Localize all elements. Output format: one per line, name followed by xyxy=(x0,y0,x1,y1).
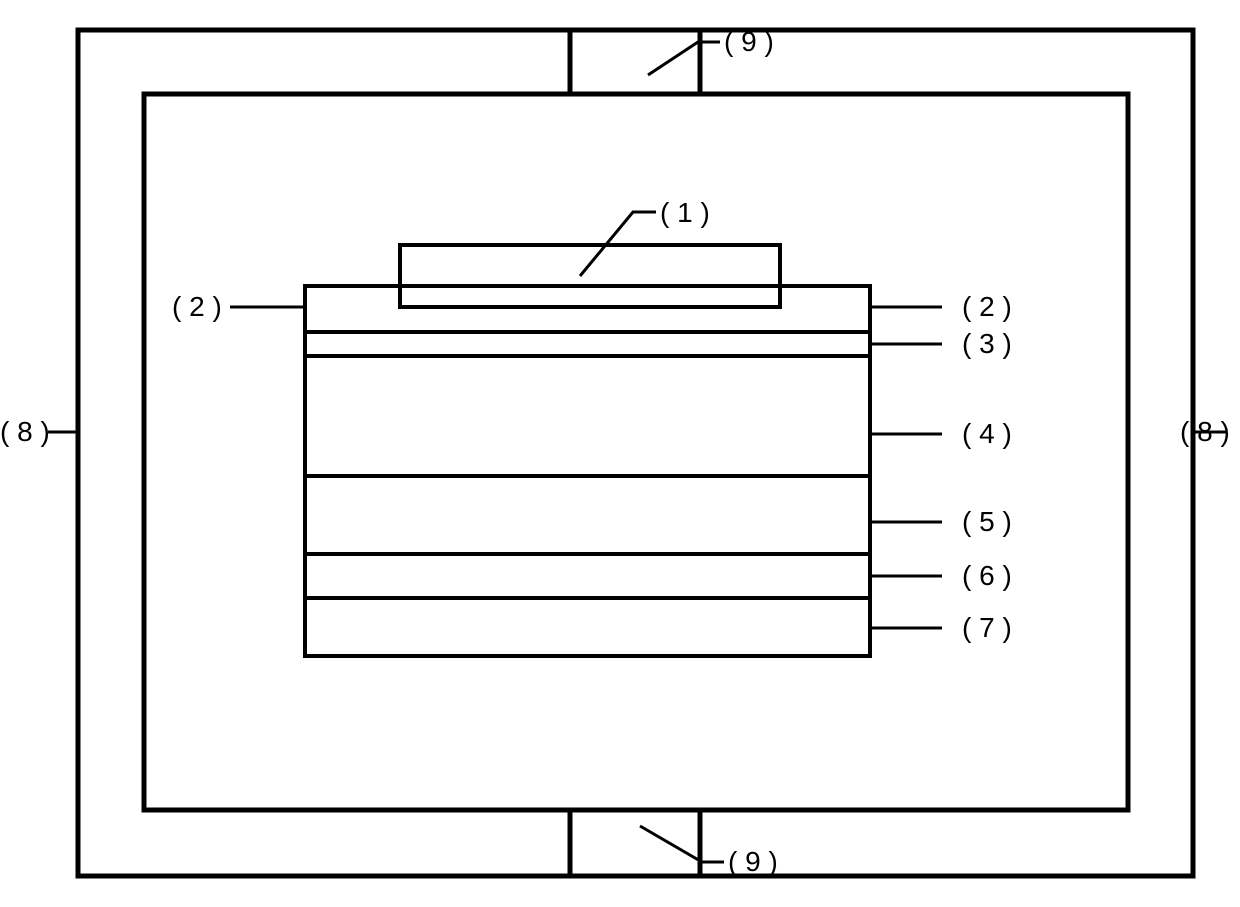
label-5: ( 5 ) xyxy=(962,506,1012,537)
layer-7 xyxy=(305,598,870,656)
label-9-bottom: ( 9 ) xyxy=(728,846,778,877)
diagram-container: ( 1 ) ( 2 ) ( 2 ) ( 3 ) ( 4 ) ( 5 ) ( 6 … xyxy=(0,0,1240,907)
label-4: ( 4 ) xyxy=(962,418,1012,449)
schematic-svg: ( 1 ) ( 2 ) ( 2 ) ( 3 ) ( 4 ) ( 5 ) ( 6 … xyxy=(0,0,1240,907)
label-8-left: ( 8 ) xyxy=(0,416,50,447)
layer-5 xyxy=(305,476,870,554)
layer-1-block xyxy=(400,245,780,307)
inner-frame xyxy=(144,94,1128,810)
layer-3 xyxy=(305,332,870,356)
leader-9-top xyxy=(648,42,720,75)
layer-6 xyxy=(305,554,870,598)
label-2-right: ( 2 ) xyxy=(962,291,1012,322)
label-6: ( 6 ) xyxy=(962,560,1012,591)
label-2-left: ( 2 ) xyxy=(172,291,222,322)
label-8-right: ( 8 ) xyxy=(1180,416,1230,447)
layer-4 xyxy=(305,356,870,476)
label-9-top: ( 9 ) xyxy=(724,26,774,57)
label-7: ( 7 ) xyxy=(962,612,1012,643)
label-1: ( 1 ) xyxy=(660,197,710,228)
leader-9-bottom xyxy=(640,826,724,862)
outer-frame xyxy=(78,30,1193,876)
label-3: ( 3 ) xyxy=(962,328,1012,359)
